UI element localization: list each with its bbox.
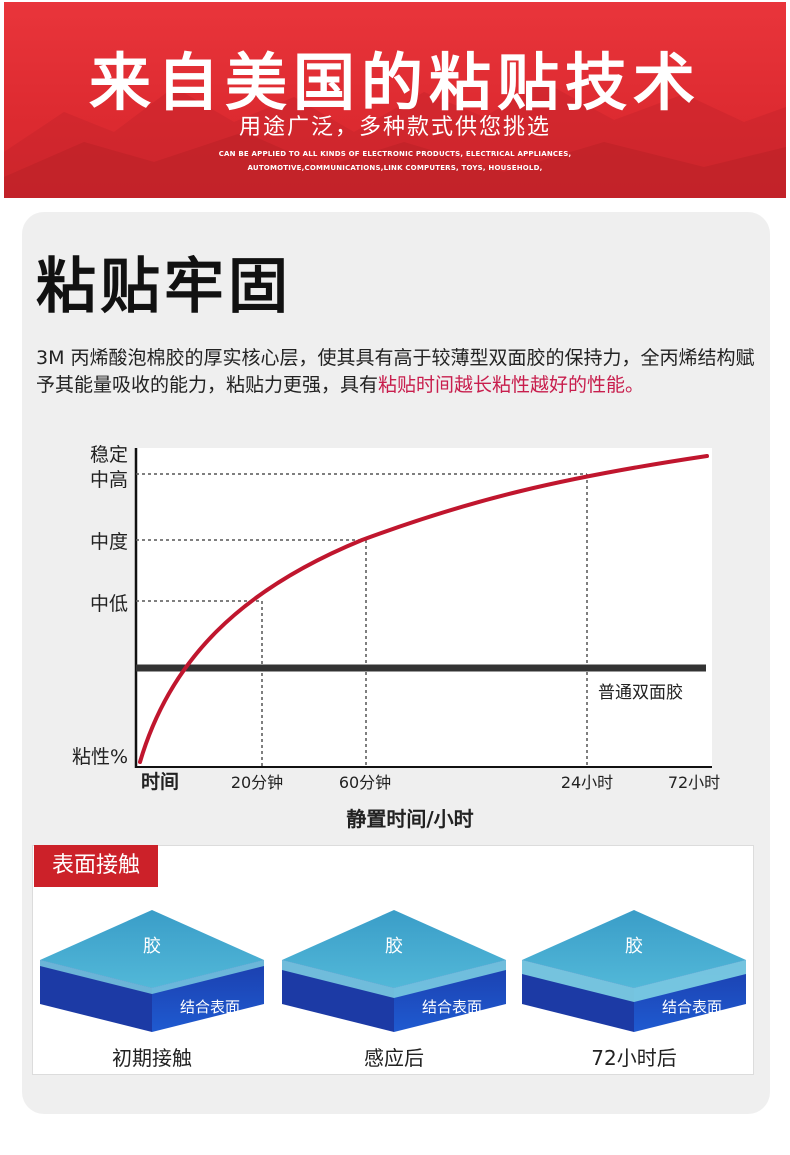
banner-english-line1: CAN BE APPLIED TO ALL KINDS OF ELECTRONI… [218, 150, 572, 158]
panel-initial-contact: 胶 结合表面 [40, 910, 264, 1032]
y-tick-label-high: 中高 [90, 469, 128, 491]
bond-surface-label: 结合表面 [180, 998, 240, 1016]
banner-english-line2: AUTOMOTIVE,COMMUNICATIONS,LINK COMPUTERS… [247, 164, 543, 172]
x-tick-label-72h: 72小时 [668, 773, 720, 792]
x-tick-label-60min: 60分钟 [339, 773, 391, 792]
glue-layer [40, 910, 264, 988]
y-tick-label-medium: 中度 [90, 531, 128, 553]
caption-after-72h: 72小时后 [591, 1046, 677, 1070]
x-tick-label-20min: 20分钟 [231, 773, 283, 792]
banner-subtitle: 用途广泛，多种款式供您挑选 [238, 115, 551, 140]
surface-contact-label: 表面接触 [34, 845, 158, 887]
y-tick-label-low: 中低 [90, 593, 128, 615]
glue-layer [282, 910, 506, 988]
banner-title: 来自美国的粘贴技术 [88, 46, 701, 119]
glue-label: 胶 [143, 936, 161, 957]
panel-after-72h: 胶 结合表面 [522, 910, 746, 1032]
mountain-background [4, 82, 786, 198]
y-tick-label-adhesion: 粘性% [72, 746, 128, 768]
series-ordinary-tape-label: 普通双面胶 [598, 683, 683, 703]
surface-diagrams: 胶 结合表面 胶 结合表面 胶 结合表面 [40, 910, 746, 1032]
series-3m-curve [138, 454, 709, 764]
description-text: 3M 丙烯酸泡棉胶的厚实核心层，使其具有高于较薄型双面胶的保持力，全丙烯结构赋予… [36, 347, 755, 396]
base-left [40, 960, 152, 1032]
caption-initial-contact: 初期接触 [112, 1046, 192, 1070]
section-description: 3M 丙烯酸泡棉胶的厚实核心层，使其具有高于较薄型双面胶的保持力，全丙烯结构赋予… [36, 345, 756, 399]
base-right [394, 960, 506, 1032]
banner: 来自美国的粘贴技术 用途广泛，多种款式供您挑选 CAN BE APPLIED T… [4, 2, 786, 198]
glue-label: 胶 [385, 936, 403, 957]
x-tick-label-24h: 24小时 [561, 773, 613, 792]
description-highlight: 粘贴时间越长粘性越好的性能。 [378, 374, 645, 396]
plot-area [136, 448, 712, 766]
x-axis-title: 静置时间/小时 [346, 807, 473, 831]
caption-after-induction: 感应后 [364, 1046, 424, 1070]
x-tick-label-time: 时间 [141, 771, 179, 793]
glue-label: 胶 [625, 936, 643, 957]
section-title: 粘贴牢固 [36, 252, 292, 322]
base-left [282, 960, 394, 1032]
y-tick-label-stable: 稳定 [90, 444, 128, 466]
glue-layer [522, 910, 746, 988]
adhesion-chart: 普通双面胶 稳定 中高 中度 中低 粘性% 时间 20分钟 60分钟 24小时 … [72, 444, 720, 831]
bond-surface-label: 结合表面 [662, 998, 722, 1016]
base-right [152, 960, 264, 1032]
bond-surface-label: 结合表面 [422, 998, 482, 1016]
panel-after-induction: 胶 结合表面 [282, 910, 506, 1032]
